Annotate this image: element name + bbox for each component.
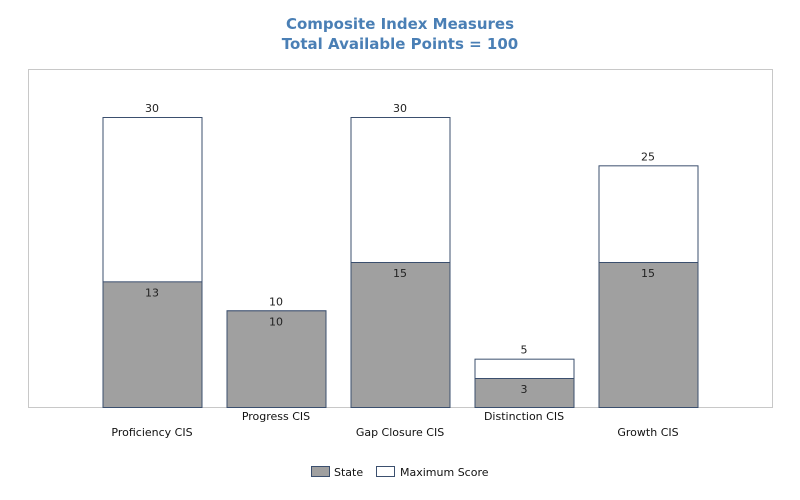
state-value-label: 15 [393, 267, 407, 280]
chart-title-block: Composite Index Measures Total Available… [0, 14, 800, 54]
x-tick-label: Distinction CIS [484, 410, 564, 423]
max-score-label: 5 [521, 344, 528, 357]
max-score-label: 10 [269, 295, 283, 308]
x-tick-label: Progress CIS [242, 410, 310, 423]
max-score-label: 30 [393, 102, 407, 115]
state-value-label: 13 [145, 286, 159, 299]
x-tick-label: Gap Closure CIS [356, 426, 444, 439]
chart-subtitle: Total Available Points = 100 [281, 35, 519, 53]
state-value-label: 3 [521, 383, 528, 396]
x-tick-label: Proficiency CIS [111, 426, 192, 439]
state-bar [226, 310, 327, 409]
x-tick-label: Growth CIS [617, 426, 678, 439]
chart-title: Composite Index Measures [285, 15, 515, 33]
legend-swatch-state [311, 466, 330, 477]
state-bar [474, 378, 575, 408]
state-bar [102, 281, 203, 409]
state-value-label: 10 [269, 315, 283, 328]
state-value-label: 15 [641, 267, 655, 280]
state-bar [350, 262, 451, 408]
legend-label-state: State [334, 466, 363, 479]
legend-swatch-max [376, 466, 395, 477]
max-score-label: 25 [641, 150, 655, 163]
max-score-label: 30 [145, 102, 159, 115]
legend-label-max: Maximum Score [400, 466, 489, 479]
state-bar [598, 262, 699, 408]
